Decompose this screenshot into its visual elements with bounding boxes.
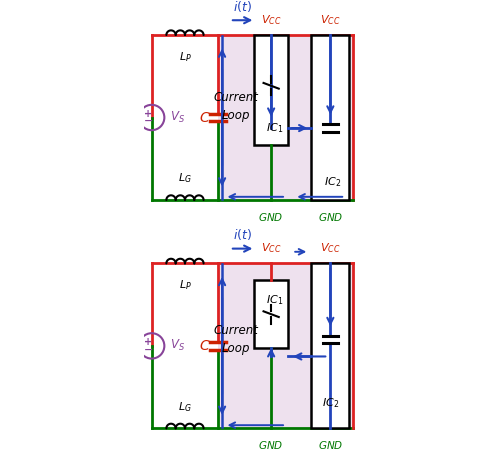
Text: $IC_2$: $IC_2$ xyxy=(324,175,341,189)
Text: $L_P$: $L_P$ xyxy=(178,50,192,63)
Bar xyxy=(312,35,350,200)
Text: Current
Loop: Current Loop xyxy=(214,324,258,355)
Text: $i(t)$: $i(t)$ xyxy=(233,0,252,14)
Bar xyxy=(218,35,352,200)
Text: $i(t)$: $i(t)$ xyxy=(233,227,252,242)
Text: $GND$: $GND$ xyxy=(258,211,284,223)
Text: Current
Loop: Current Loop xyxy=(214,91,258,122)
Text: $IC_1$: $IC_1$ xyxy=(266,293,283,307)
Text: $IC_2$: $IC_2$ xyxy=(322,396,339,410)
Text: $IC_1$: $IC_1$ xyxy=(266,122,283,136)
Text: $V_{CC}$: $V_{CC}$ xyxy=(261,13,281,26)
Text: +: + xyxy=(144,337,152,347)
Text: −: − xyxy=(144,116,153,126)
Text: $V_{CC}$: $V_{CC}$ xyxy=(320,241,340,255)
Text: $L_G$: $L_G$ xyxy=(178,171,192,185)
Text: $L_P$: $L_P$ xyxy=(178,278,192,292)
Bar xyxy=(254,280,288,348)
Text: $C$: $C$ xyxy=(198,111,210,125)
Text: $V_{CC}$: $V_{CC}$ xyxy=(320,13,340,26)
Text: $GND$: $GND$ xyxy=(258,439,284,451)
Text: $V_{CC}$: $V_{CC}$ xyxy=(261,241,281,255)
Bar xyxy=(312,263,350,428)
Bar xyxy=(218,263,352,428)
Text: $GND$: $GND$ xyxy=(318,439,343,451)
Text: $V_S$: $V_S$ xyxy=(170,110,184,125)
Text: $C$: $C$ xyxy=(198,339,210,353)
Text: −: − xyxy=(144,344,153,355)
Text: $V_S$: $V_S$ xyxy=(170,338,184,353)
Bar xyxy=(254,35,288,145)
Text: $L_G$: $L_G$ xyxy=(178,400,192,413)
Text: +: + xyxy=(144,109,152,119)
Text: $GND$: $GND$ xyxy=(318,211,343,223)
